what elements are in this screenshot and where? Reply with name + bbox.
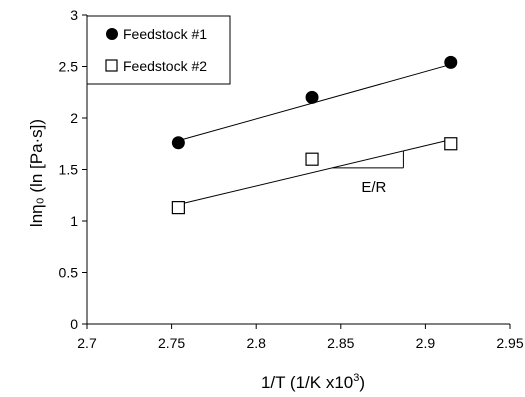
data-point-feedstock-1 (171, 136, 185, 150)
slope-annotation: E/R (361, 179, 386, 196)
x-tick-label: 2.9 (416, 335, 436, 351)
y-tick-label: 0.5 (59, 265, 79, 281)
legend-marker-feedstock-2 (105, 59, 118, 72)
x-tick-label: 2.7 (77, 335, 97, 351)
legend-box (86, 15, 231, 85)
x-tick-label: 2.75 (158, 335, 185, 351)
y-tick-label: 2.5 (59, 59, 79, 75)
x-tick-label: 2.8 (246, 335, 266, 351)
legend: Feedstock #1 Feedstock #2 (86, 15, 231, 85)
legend-label-feedstock-2: Feedstock #2 (123, 58, 207, 74)
data-point-feedstock-1 (444, 55, 458, 69)
data-point-feedstock-2 (305, 152, 319, 166)
y-tick-label: 2 (70, 110, 78, 126)
x-axis-title: 1/T (1/K x103) (261, 372, 365, 392)
x-tick-label: 2.95 (496, 335, 523, 351)
legend-label-feedstock-1: Feedstock #1 (123, 26, 207, 42)
data-point-feedstock-2 (171, 201, 185, 215)
legend-marker-feedstock-1 (106, 28, 118, 40)
y-tick-label: 0 (70, 316, 78, 332)
data-point-feedstock-1 (305, 90, 319, 104)
y-tick-label: 3 (70, 7, 78, 23)
fit-line-feedstock-2 (178, 139, 451, 206)
data-point-feedstock-2 (444, 137, 458, 151)
y-tick-label: 1.5 (59, 162, 79, 178)
slope-triangle: E/R (332, 150, 404, 196)
y-axis-title: lnη₀ (ln [Pa·s]) (27, 119, 46, 227)
y-tick-label: 1 (70, 213, 78, 229)
x-tick-label: 2.85 (327, 335, 354, 351)
